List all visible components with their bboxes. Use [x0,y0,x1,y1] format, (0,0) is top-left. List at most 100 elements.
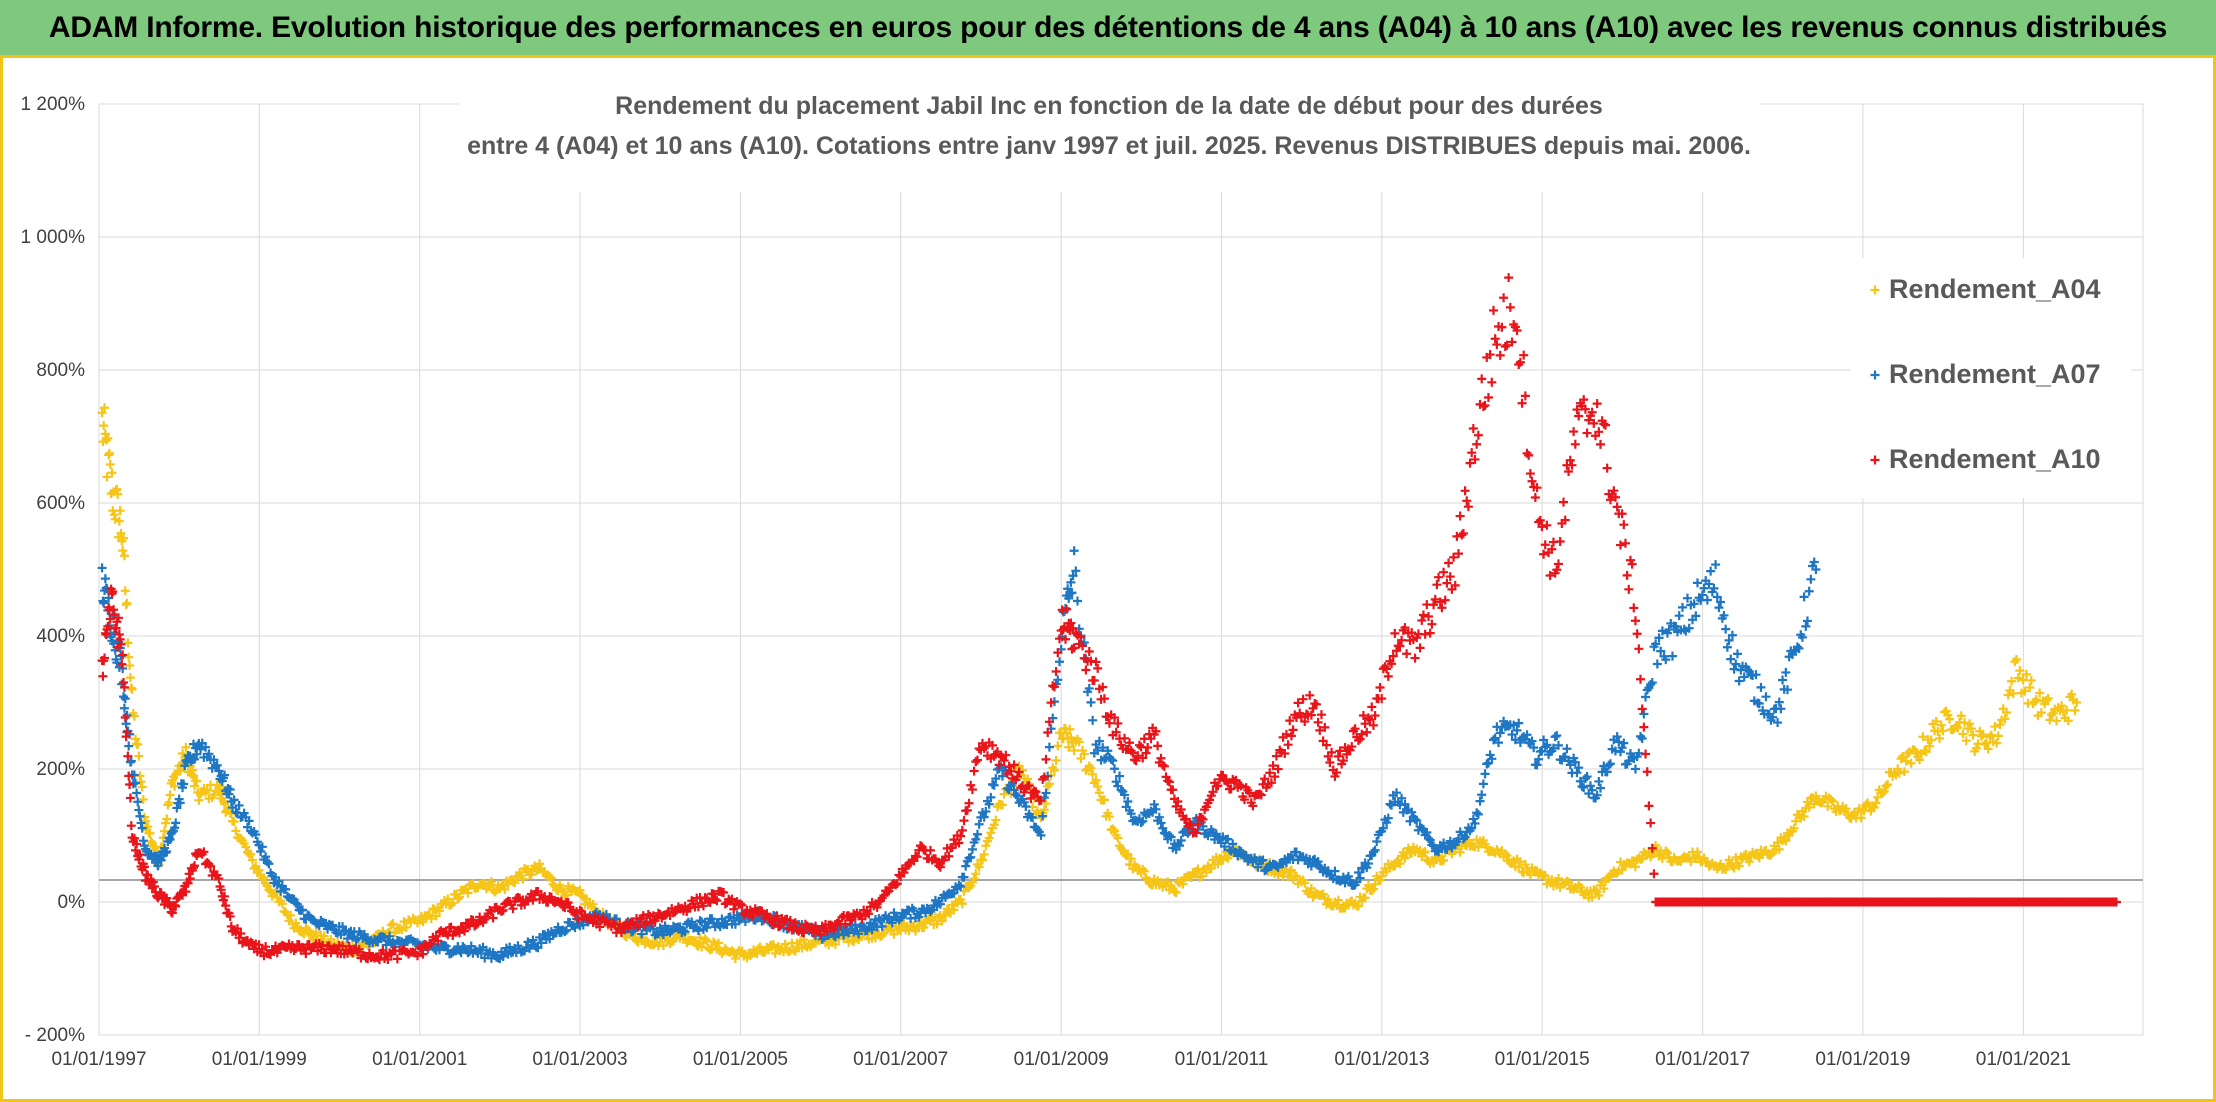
data-point [1472,808,1482,818]
data-point [887,918,897,928]
data-point [108,587,118,597]
data-point [298,905,307,915]
data-point [1407,628,1417,638]
data-point [1500,342,1510,352]
data-point [1076,632,1086,642]
data-point [1363,859,1373,869]
data-point [1425,628,1435,638]
data-point [1968,730,1978,740]
data-point [1108,756,1118,766]
data-point [1223,834,1233,844]
data-point [1515,737,1525,747]
data-point [588,899,598,909]
data-point [1440,595,1450,605]
data-point [132,788,142,798]
data-point [1088,715,1098,725]
data-point [1424,833,1434,843]
data-point [1552,731,1562,741]
data-point [1617,743,1627,753]
data-point [719,888,729,898]
data-point [1789,823,1799,833]
data-point [1313,857,1323,867]
data-point [1113,718,1123,728]
data-point [1562,744,1572,754]
data-point [1178,879,1188,889]
data-point [1956,711,1966,721]
data-point [872,902,882,912]
data-point [1168,785,1178,795]
data-point [1093,745,1103,755]
data-point [1120,790,1130,800]
data-point [1068,571,1078,581]
data-point [116,528,126,538]
data-point [1457,530,1467,540]
x-tick-label: 01/01/2013 [1334,1049,1429,1070]
data-point [1502,851,1512,861]
data-point [1086,763,1096,773]
data-point [665,927,675,937]
data-point [1368,847,1378,857]
data-point [734,915,744,925]
data-point [1575,776,1585,786]
data-point [104,448,114,458]
data-point [546,873,556,883]
data-point [1012,772,1022,782]
data-point [959,816,969,826]
data-point [1699,583,1709,593]
data-point [1711,560,1721,570]
data-point [170,781,180,791]
data-point [1449,552,1459,562]
data-point [1527,476,1537,486]
data-point [185,874,195,884]
data-point [1587,407,1597,417]
data-point [234,933,244,943]
data-point [1978,729,1988,739]
data-point [730,954,740,964]
data-point [1014,767,1024,777]
data-point [1407,807,1417,817]
data-point [573,914,583,924]
data-point [119,551,129,561]
data-point [837,912,847,922]
data-point [172,803,182,813]
data-point [668,936,678,946]
data-point [1285,716,1295,726]
data-point [431,911,441,921]
data-point [1497,322,1507,332]
data-point [412,951,422,961]
data-point [705,897,715,907]
data-point [490,887,500,897]
data-point [1069,746,1079,756]
data-point [1248,801,1258,811]
data-point [533,943,543,953]
data-point [113,489,123,499]
data-point [1727,630,1737,640]
data-point [1945,714,1955,724]
data-point [1086,697,1096,707]
data-point [1515,857,1525,867]
data-point [1801,621,1811,631]
data-point [181,887,191,897]
data-point [1265,768,1275,778]
data-point [1460,832,1470,842]
data-point [961,861,971,871]
data-point [1478,779,1488,789]
data-point [964,798,974,808]
data-point [1540,540,1550,550]
data-point [1550,732,1560,742]
data-point [1012,791,1022,801]
data-point [1418,610,1428,620]
data-point [957,825,967,835]
data-point [959,886,969,896]
data-point [1036,830,1046,840]
data-point [135,850,145,860]
data-point [298,942,307,952]
data-point [196,744,206,754]
data-point [2002,707,2012,717]
data-point [816,930,826,940]
data-point [653,908,663,918]
data-point [1392,646,1402,656]
data-point [1570,439,1580,449]
data-point [1642,767,1652,777]
data-point [1553,559,1563,569]
